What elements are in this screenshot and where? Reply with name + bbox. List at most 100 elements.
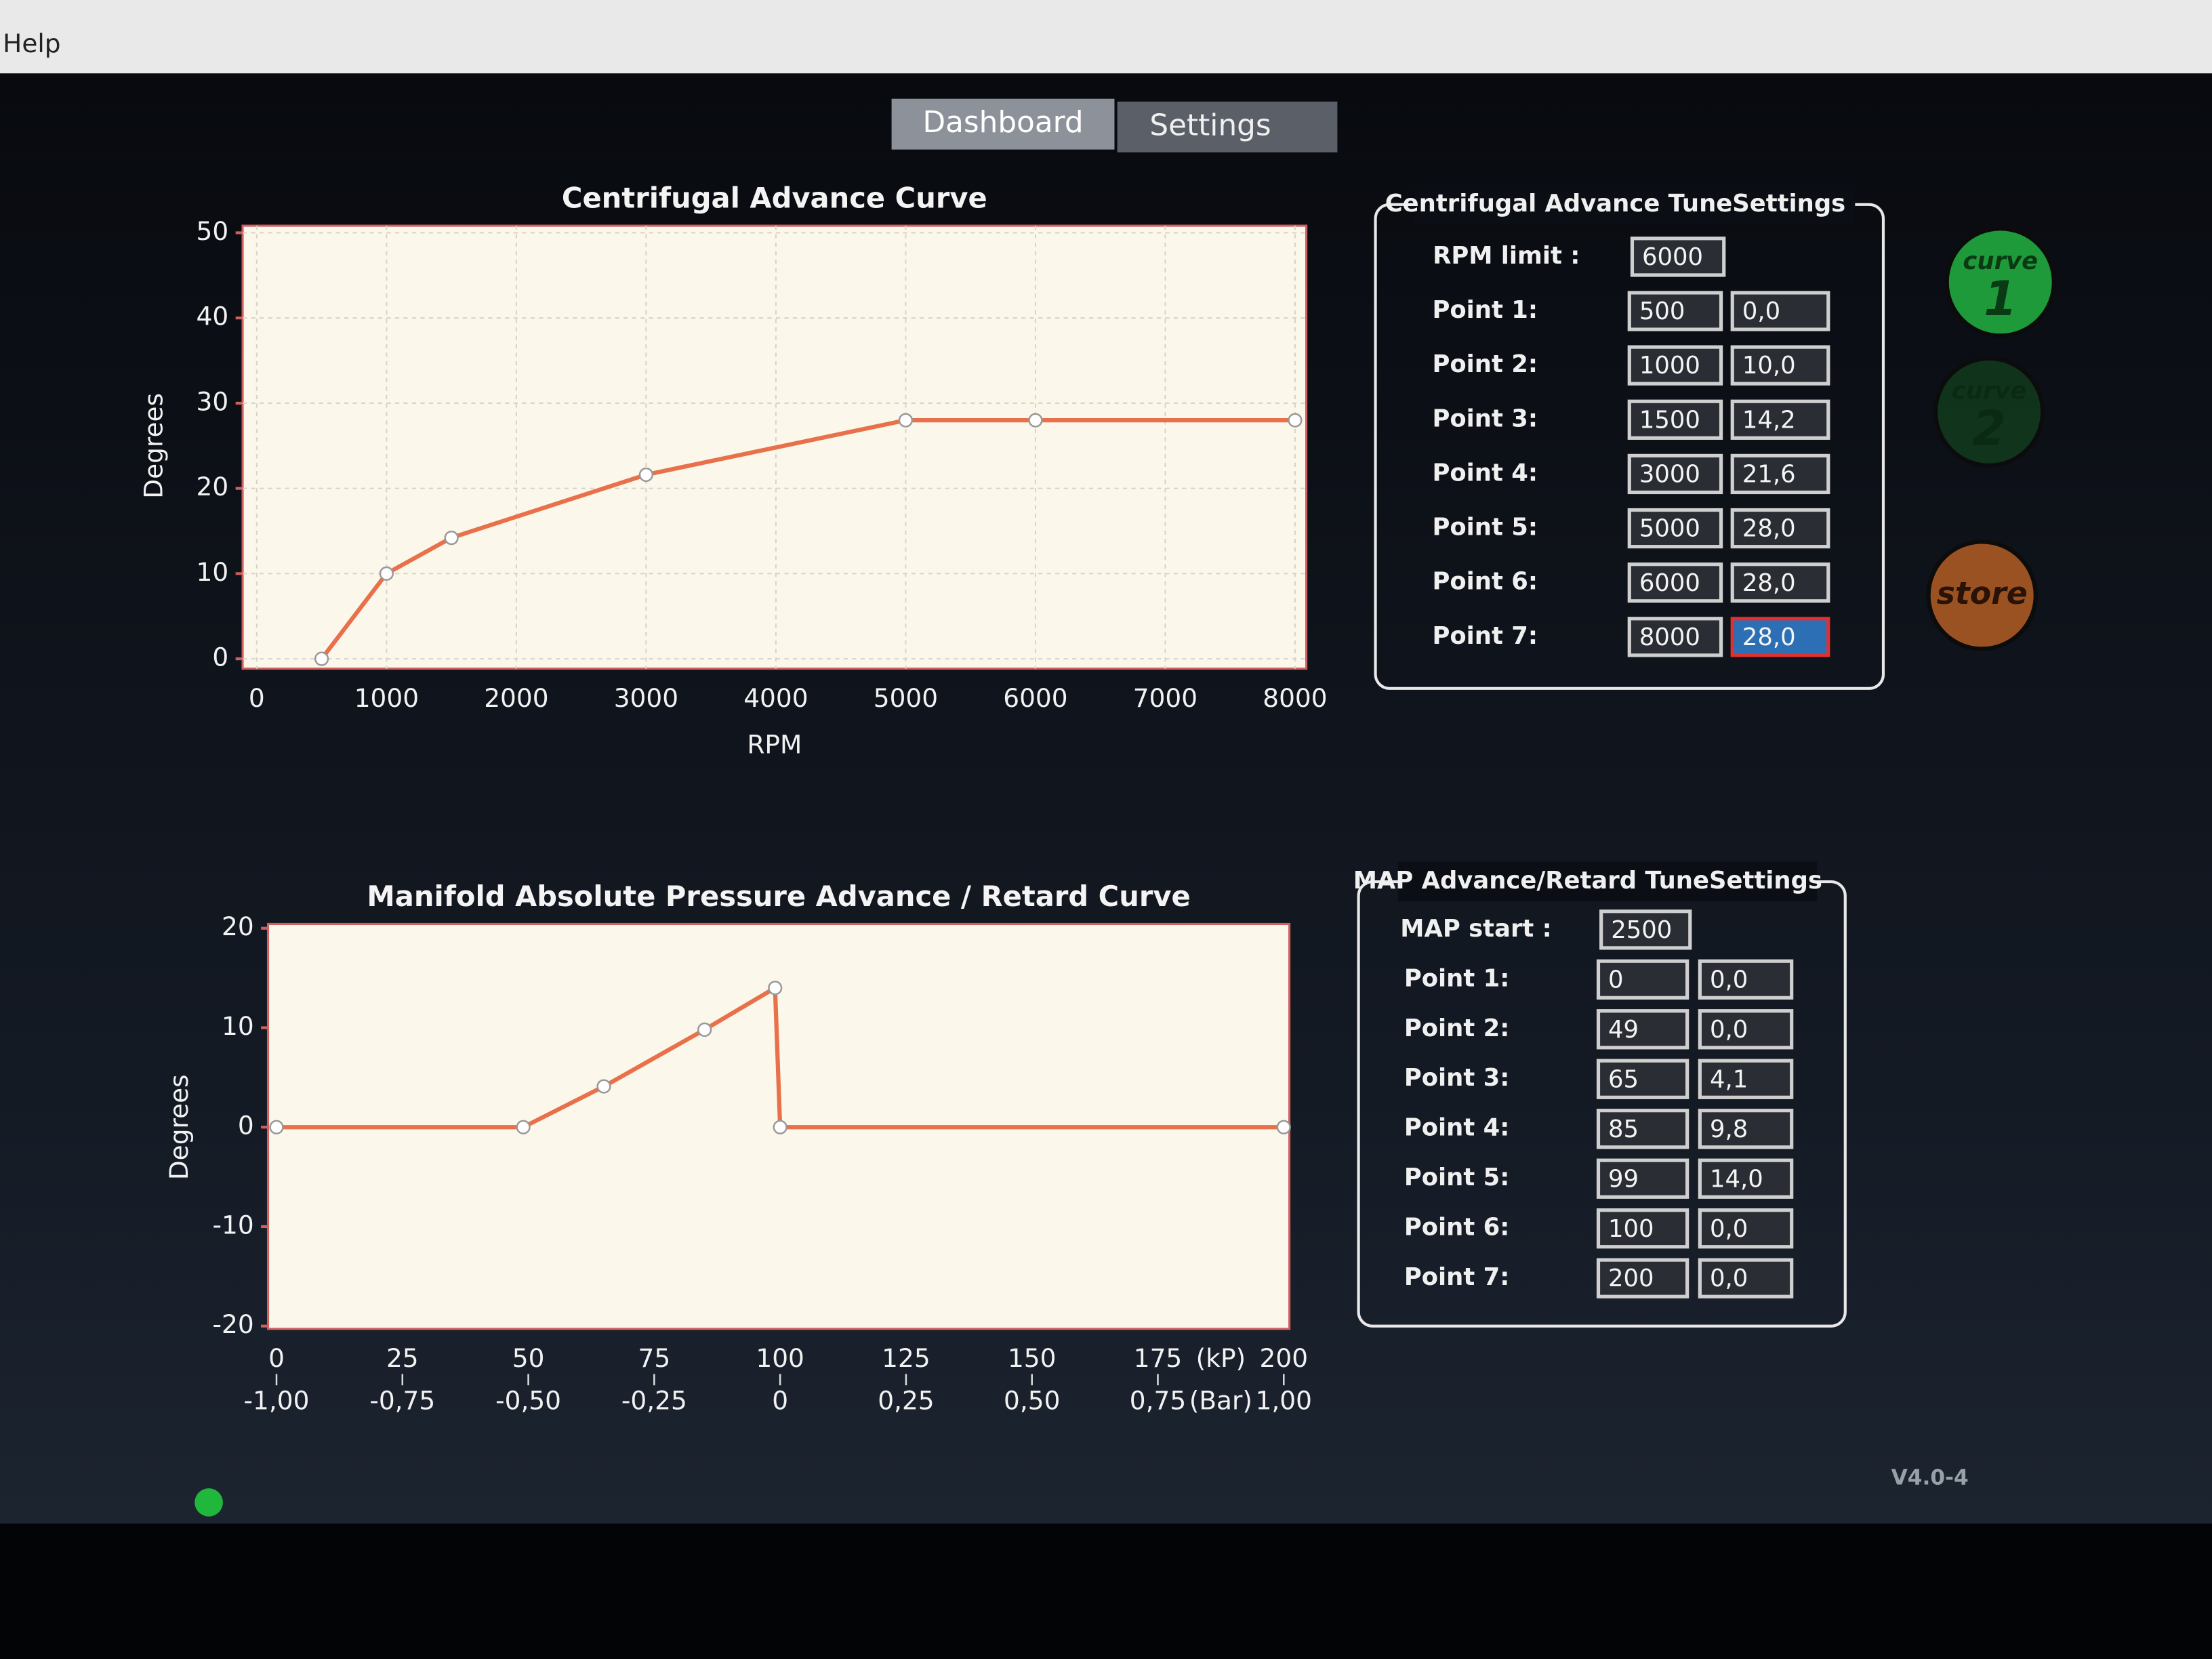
button-number[interactable]: 2	[1972, 400, 2005, 456]
curve-point[interactable]	[773, 1120, 787, 1134]
input-field[interactable]	[1698, 1258, 1794, 1298]
input-field[interactable]	[1627, 562, 1723, 603]
input-value[interactable]: 4,1	[1710, 1065, 1748, 1093]
input-field[interactable]	[1599, 909, 1692, 950]
input-value[interactable]: 14,0	[1710, 1165, 1763, 1193]
input-value[interactable]: 28,0	[1742, 623, 1796, 651]
curve-point[interactable]	[379, 566, 394, 581]
input-value[interactable]: 1500	[1639, 406, 1700, 434]
input-value[interactable]: 100	[1608, 1215, 1654, 1243]
input-value[interactable]: 5000	[1639, 515, 1700, 543]
input-value[interactable]: 21,6	[1742, 461, 1796, 489]
input-field[interactable]	[1730, 562, 1830, 603]
input-value[interactable]: 200	[1608, 1265, 1654, 1292]
x-tick-label: 150	[1008, 1343, 1056, 1373]
input-value[interactable]: 0,0	[1710, 1265, 1748, 1292]
curve-point[interactable]	[898, 413, 914, 428]
input-value[interactable]: 6000	[1639, 569, 1700, 597]
input-value[interactable]: 0,0	[1710, 1016, 1748, 1044]
input-field[interactable]	[1698, 1208, 1794, 1249]
input-field[interactable]	[1596, 1258, 1689, 1298]
input-value[interactable]: 65	[1608, 1065, 1639, 1093]
input-field[interactable]	[1627, 291, 1723, 331]
curve-point[interactable]	[638, 467, 654, 483]
x-tick-label: 5000	[874, 683, 938, 713]
input-value[interactable]: 10,0	[1742, 352, 1796, 380]
input-value[interactable]: 6000	[1642, 243, 1703, 271]
input-field[interactable]	[1698, 1059, 1794, 1099]
x2-tick-label: 0,25	[878, 1386, 934, 1416]
input-value[interactable]: 500	[1639, 298, 1685, 325]
input-field[interactable]	[1730, 399, 1830, 440]
curve-point[interactable]	[1288, 413, 1303, 428]
field-label: Point 4:	[1404, 1114, 1510, 1142]
input-field[interactable]	[1627, 508, 1723, 549]
round-button[interactable]	[1926, 539, 2038, 651]
input-value[interactable]: 2500	[1611, 916, 1672, 944]
input-field[interactable]	[1627, 345, 1723, 386]
tab-label[interactable]: Dashboard	[922, 105, 1083, 140]
field-label: Point 5:	[1432, 514, 1538, 541]
input-field[interactable]	[1730, 291, 1830, 331]
round-button[interactable]	[1944, 226, 2056, 338]
menu-item[interactable]: Help	[3, 28, 60, 58]
input-field[interactable]	[1627, 453, 1723, 495]
button-label[interactable]: store	[1937, 575, 2028, 611]
input-field[interactable]	[1596, 959, 1689, 1000]
input-value[interactable]: 0	[1608, 966, 1624, 994]
input-field[interactable]	[1596, 1158, 1689, 1199]
input-field[interactable]	[1630, 237, 1726, 277]
input-value[interactable]: 9,8	[1710, 1115, 1748, 1143]
curve-point[interactable]	[269, 1120, 284, 1134]
field-label: Point 6:	[1432, 568, 1538, 596]
input-field[interactable]	[1730, 617, 1830, 657]
input-field[interactable]	[1698, 1109, 1794, 1149]
tab[interactable]	[1117, 101, 1338, 152]
field-label: Point 3:	[1432, 405, 1538, 432]
input-value[interactable]: 0,0	[1742, 298, 1780, 325]
input-field[interactable]	[1730, 453, 1830, 495]
x-tick-label: 200	[1260, 1343, 1308, 1373]
input-field[interactable]	[1698, 1158, 1794, 1199]
tab-label[interactable]: Settings	[1149, 108, 1271, 142]
x-tick-label: 125	[882, 1343, 930, 1373]
input-field[interactable]	[1596, 1109, 1689, 1149]
input-value[interactable]: 85	[1608, 1115, 1639, 1143]
curve-point[interactable]	[596, 1079, 611, 1094]
input-value[interactable]: 28,0	[1742, 515, 1796, 543]
input-value[interactable]: 1000	[1639, 352, 1700, 380]
input-value[interactable]: 8000	[1639, 623, 1700, 651]
x-tick-label: 8000	[1263, 683, 1327, 713]
curve-point[interactable]	[1028, 413, 1043, 428]
button-label[interactable]: curve	[1963, 247, 2038, 275]
button-number[interactable]: 1	[1984, 270, 2017, 327]
input-field[interactable]	[1730, 508, 1830, 549]
input-field[interactable]	[1627, 617, 1723, 657]
input-value[interactable]: 0,0	[1710, 966, 1748, 994]
curve-point[interactable]	[516, 1120, 531, 1134]
curve-point[interactable]	[314, 651, 329, 666]
input-value[interactable]: 14,2	[1742, 406, 1796, 434]
round-button[interactable]	[1933, 356, 2045, 468]
input-field[interactable]	[1730, 345, 1830, 386]
input-value[interactable]: 28,0	[1742, 569, 1796, 597]
curve-point[interactable]	[444, 530, 459, 546]
input-field[interactable]	[1596, 1208, 1689, 1249]
input-value[interactable]: 3000	[1639, 461, 1700, 489]
input-field[interactable]	[1698, 959, 1794, 1000]
tab[interactable]	[891, 98, 1115, 150]
x-unit: (kP)	[1196, 1343, 1246, 1373]
curve-point[interactable]	[768, 981, 783, 996]
input-field[interactable]	[1627, 399, 1723, 440]
curve-point[interactable]	[1276, 1120, 1291, 1134]
input-field[interactable]	[1596, 1009, 1689, 1050]
input-field[interactable]	[1596, 1059, 1689, 1099]
input-value[interactable]: 99	[1608, 1165, 1639, 1193]
input-value[interactable]: 0,0	[1710, 1215, 1748, 1243]
y-tick-label: 10	[197, 557, 229, 587]
button-label[interactable]: curve	[1952, 377, 2027, 405]
input-field[interactable]	[1698, 1009, 1794, 1050]
input-value[interactable]: 49	[1608, 1016, 1639, 1044]
curve-point[interactable]	[697, 1022, 712, 1038]
